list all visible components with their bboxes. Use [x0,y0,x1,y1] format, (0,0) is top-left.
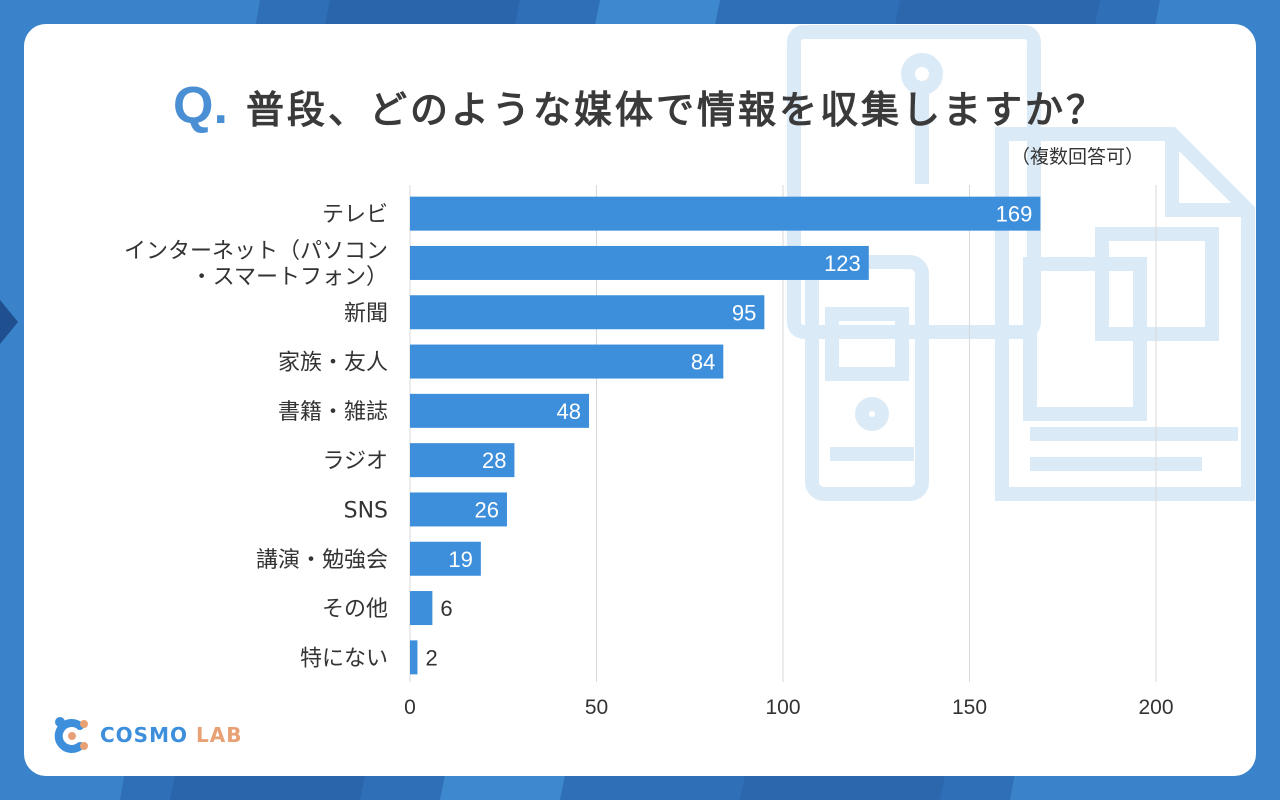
bar-value-label: 95 [732,300,756,325]
x-tick-label: 200 [1138,696,1173,719]
chart-bars [410,196,1041,675]
bar [410,591,433,626]
x-tick-label: 0 [404,696,416,719]
chart-x-ticks: 0 50 100 150 200 [404,696,1173,719]
bar-value-label: 26 [474,497,498,522]
chart-category-labels: 169 テレビ 123 インターネット（パソコン・スマートフォン） 95 新聞 84 家族・友… [124,202,1032,672]
bar [410,393,590,428]
bar [410,344,724,379]
bar-value-label: 28 [482,448,506,473]
bar [410,245,869,280]
bar [410,541,481,576]
bar-chart: 169 テレビ 123 インターネット（パソコン・スマートフォン） 95 新聞 84 家族・友… [124,185,1174,719]
category-label: インターネット（パソコン [124,239,388,264]
multiple-answer-note: （複数回答可） [1010,146,1144,168]
logo-suffix: LAB [196,723,243,747]
molecule-c-icon [54,717,88,753]
category-label: 家族・友人 [278,351,388,376]
question-title: Q. 普段、どのような媒体で情報を収集しますか？ [24,76,1256,136]
x-tick-label: 100 [765,696,800,719]
category-label: SNS [344,498,388,523]
bar [410,640,418,675]
category-label: ラジオ [322,449,388,474]
logo-brand: COSMO [100,723,188,747]
bar-value-label: 19 [448,547,472,572]
category-label: 新聞 [344,301,388,326]
bar [410,492,507,527]
page-title: 普段、どのような媒体で情報を収集しますか？ [245,88,1107,132]
bar-value-label: 48 [557,399,581,424]
cosmo-lab-logo: COSMO LAB [50,714,242,756]
x-tick-label: 50 [585,696,608,719]
category-label: 講演・勉強会 [256,548,388,573]
bar-value-label: 6 [440,596,452,621]
category-label: その他 [322,597,388,622]
document-watermark-icon [787,25,1255,501]
category-label: 書籍・雑誌 [278,400,388,425]
bar-value-label: 84 [691,350,715,375]
q-mark: Q. [173,77,228,135]
bar-value-label: 169 [996,202,1033,227]
bar-value-label: 2 [425,645,437,670]
bar-value-label: 123 [824,251,861,276]
chart-card: Q. 普段、どのような媒体で情報を収集しますか？ （複数回答可） 169 テレビ 1… [24,24,1256,776]
bar [410,443,515,478]
bar [410,196,1041,231]
category-label: 特にない [300,646,388,671]
x-tick-label: 150 [952,696,987,719]
category-label: テレビ [322,203,388,228]
bar [410,295,765,330]
category-label: ・スマートフォン） [191,265,388,290]
